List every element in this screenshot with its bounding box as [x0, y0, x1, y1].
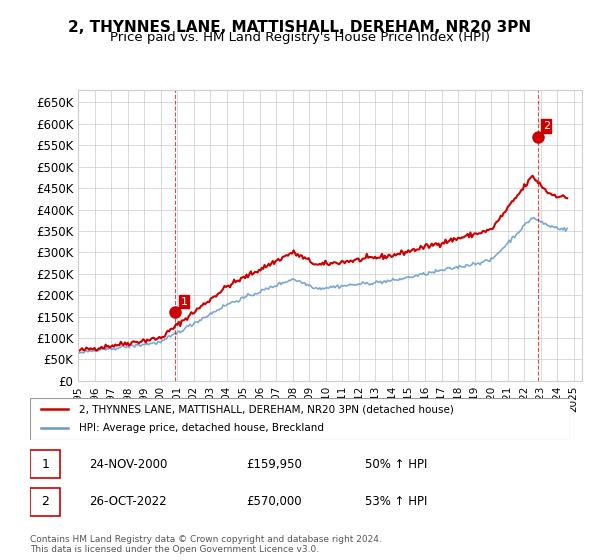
FancyBboxPatch shape: [30, 398, 570, 440]
Text: HPI: Average price, detached house, Breckland: HPI: Average price, detached house, Brec…: [79, 423, 323, 433]
Text: 50% ↑ HPI: 50% ↑ HPI: [365, 458, 427, 470]
Text: 2, THYNNES LANE, MATTISHALL, DEREHAM, NR20 3PN: 2, THYNNES LANE, MATTISHALL, DEREHAM, NR…: [68, 20, 532, 35]
Text: £159,950: £159,950: [246, 458, 302, 470]
Text: 24-NOV-2000: 24-NOV-2000: [89, 458, 168, 470]
FancyBboxPatch shape: [30, 488, 60, 516]
Text: 1: 1: [181, 297, 187, 306]
Text: 26-OCT-2022: 26-OCT-2022: [89, 496, 167, 508]
Text: 53% ↑ HPI: 53% ↑ HPI: [365, 496, 427, 508]
Text: 2, THYNNES LANE, MATTISHALL, DEREHAM, NR20 3PN (detached house): 2, THYNNES LANE, MATTISHALL, DEREHAM, NR…: [79, 404, 454, 414]
Text: 1: 1: [41, 458, 49, 470]
FancyBboxPatch shape: [30, 450, 60, 478]
Text: Price paid vs. HM Land Registry's House Price Index (HPI): Price paid vs. HM Land Registry's House …: [110, 31, 490, 44]
Text: Contains HM Land Registry data © Crown copyright and database right 2024.
This d: Contains HM Land Registry data © Crown c…: [30, 535, 382, 554]
Text: 2: 2: [41, 496, 49, 508]
Text: 2: 2: [542, 121, 550, 131]
Text: £570,000: £570,000: [246, 496, 302, 508]
